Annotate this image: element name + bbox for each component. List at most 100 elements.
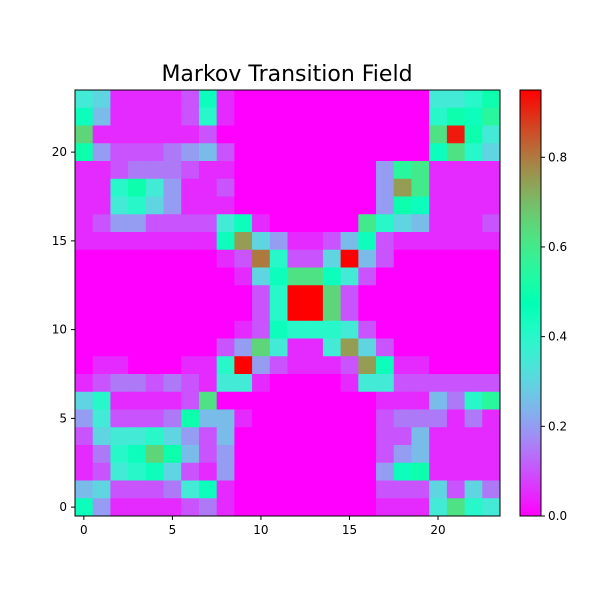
heatmap-cell [376,143,395,162]
heatmap-cell [163,196,182,215]
heatmap-cell [128,178,147,197]
heatmap-cell [340,267,359,286]
heatmap-cell [446,214,466,233]
heatmap-cell [464,338,483,357]
heatmap-cell [92,125,111,144]
heatmap-cell [145,90,165,109]
heatmap-cell [429,285,448,304]
colorbar-tick-label: 0.2 [548,419,567,433]
heatmap-cell [216,320,235,339]
heatmap-cell [110,214,129,233]
heatmap-cell [110,161,129,180]
heatmap-cell [358,285,377,304]
heatmap-cell [269,374,288,393]
x-tick-label: 10 [253,523,268,537]
heatmap-cell [181,427,200,446]
heatmap-cell [216,498,235,517]
heatmap-cell [75,480,94,499]
heatmap-cell [446,374,466,393]
heatmap-cell [322,285,342,304]
heatmap-cell [305,338,324,357]
heatmap-cell [358,391,377,410]
heatmap-cell [269,161,288,180]
heatmap-cell [464,125,483,144]
heatmap-cell [252,214,271,233]
heatmap-cell [110,125,129,144]
heatmap-cell [482,374,501,393]
heatmap-cell [429,320,448,339]
heatmap-cell [411,249,430,268]
heatmap-cell [322,498,342,517]
heatmap-cell [198,125,218,144]
heatmap-cell [128,196,147,215]
heatmap-cell [234,356,253,375]
heatmap-cell [446,196,466,215]
heatmap-cell [145,391,165,410]
heatmap-cell [216,196,235,215]
heatmap-cell [216,178,235,197]
heatmap-cell [128,320,147,339]
heatmap-cell [287,356,306,375]
heatmap-cell [110,480,129,499]
heatmap-cell [429,125,448,144]
heatmap-cell [110,409,129,428]
heatmap-cell [411,427,430,446]
heatmap-cell [198,232,218,251]
heatmap-cell [376,445,395,464]
heatmap-cell [464,427,483,446]
heatmap-cell [482,285,501,304]
colorbar [519,89,542,517]
heatmap-cell [322,90,342,109]
heatmap-cell [446,338,466,357]
heatmap-cell [446,320,466,339]
heatmap-cell [305,374,324,393]
heatmap-cell [128,462,147,481]
heatmap-cell [429,161,448,180]
heatmap-cell [482,320,501,339]
heatmap-cell [269,356,288,375]
heatmap-cell [464,480,483,499]
heatmap-cell [482,391,501,410]
heatmap-cell [287,214,306,233]
heatmap-cell [482,445,501,464]
heatmap-cell [376,303,395,322]
heatmap-cell [376,427,395,446]
heatmap-cell [411,320,430,339]
heatmap-cell [75,285,94,304]
heatmap-cell [216,90,235,109]
heatmap-cell [181,161,200,180]
heatmap-cell [376,178,395,197]
heatmap-cell [429,196,448,215]
heatmap-cell [216,161,235,180]
heatmap-cell [287,178,306,197]
heatmap-cell [411,161,430,180]
heatmap-cell [446,480,466,499]
heatmap-cell [376,480,395,499]
heatmap-cell [287,249,306,268]
heatmap-cell [92,232,111,251]
heatmap-cell [340,338,359,357]
heatmap-cell [181,374,200,393]
heatmap-cell [145,249,165,268]
heatmap-cell [110,374,129,393]
heatmap-cell [216,214,235,233]
heatmap-cell [429,427,448,446]
heatmap-cell [216,480,235,499]
heatmap-cell [287,427,306,446]
colorbar-tick-label: 0.8 [548,150,567,164]
heatmap-cell [429,445,448,464]
heatmap-cell [252,90,271,109]
heatmap-cell [411,374,430,393]
heatmap-cell [305,249,324,268]
heatmap-cell [287,143,306,162]
heatmap-cell [128,267,147,286]
y-tick-label: 15 [52,234,67,248]
heatmap-cell [446,232,466,251]
heatmap-cell [181,303,200,322]
heatmap-cell [198,249,218,268]
heatmap-cell [181,498,200,517]
heatmap-cell [145,232,165,251]
heatmap-cell [305,90,324,109]
heatmap-cell [92,196,111,215]
heatmap-cell [163,143,182,162]
